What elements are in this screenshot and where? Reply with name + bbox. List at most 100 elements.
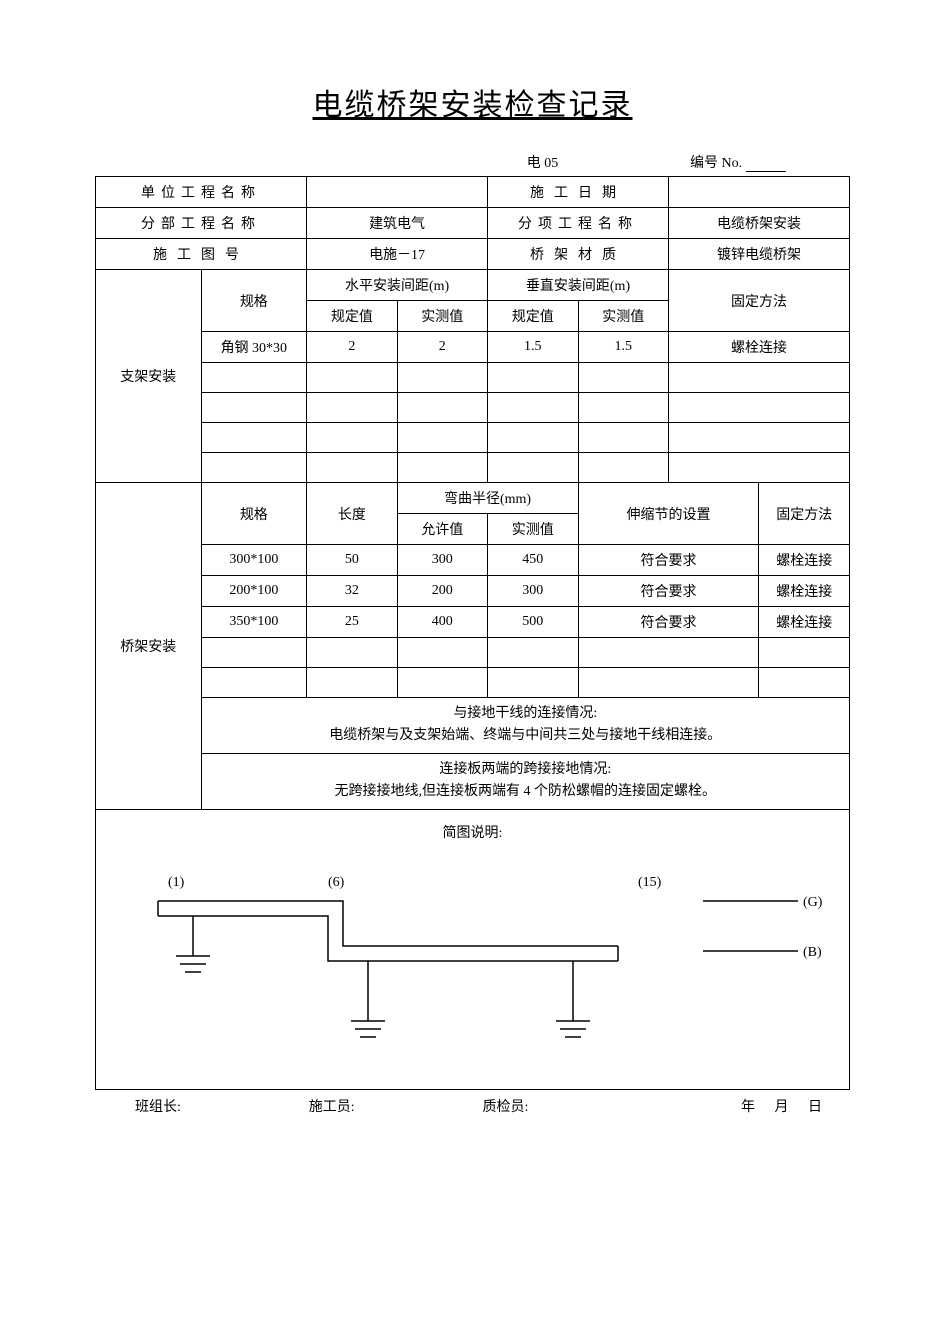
table-cell: 25 xyxy=(307,607,397,638)
bridge-spec-label: 规格 xyxy=(201,483,307,545)
table-cell xyxy=(488,423,578,453)
table-cell: 300*100 xyxy=(201,545,307,576)
table-cell: 角钢 30*30 xyxy=(201,332,307,363)
table-cell xyxy=(307,363,397,393)
bend-radius-label: 弯曲半径(mm) xyxy=(397,483,578,514)
table-cell xyxy=(397,363,487,393)
v-meas-label: 实测值 xyxy=(578,301,668,332)
date-label: 年 月 日 xyxy=(656,1096,850,1116)
table-cell: 400 xyxy=(397,607,487,638)
table-cell xyxy=(307,668,397,698)
diagram-node-1: (1) xyxy=(168,875,185,890)
table-cell xyxy=(307,393,397,423)
table-cell xyxy=(668,423,849,453)
table-cell xyxy=(201,363,307,393)
diagram-node-15: (15) xyxy=(638,875,662,890)
table-cell xyxy=(488,668,578,698)
table-cell xyxy=(307,638,397,668)
bridge-fix-method-label: 固定方法 xyxy=(759,483,850,545)
bridge-length-label: 长度 xyxy=(307,483,397,545)
table-cell xyxy=(488,393,578,423)
constructor-label: 施工员: xyxy=(309,1096,483,1116)
table-cell: 350*100 xyxy=(201,607,307,638)
allow-label: 允许值 xyxy=(397,514,487,545)
inspector-label: 质检员: xyxy=(483,1096,657,1116)
header-line: 电 05 编号 No. xyxy=(95,152,850,172)
table-cell: 300 xyxy=(488,576,578,607)
ground-note: 与接地干线的连接情况: 电缆桥架与及支架始端、终端与中间共三处与接地干线相连接。 xyxy=(201,698,849,754)
unit-project-value xyxy=(307,177,488,208)
v-spec-label: 规定值 xyxy=(488,301,578,332)
table-cell xyxy=(668,453,849,483)
table-cell: 32 xyxy=(307,576,397,607)
bridge-note-body: 无跨接接地线,但连接板两端有 4 个防松螺帽的连接固定螺栓。 xyxy=(335,784,717,799)
table-cell xyxy=(759,638,850,668)
table-cell xyxy=(201,423,307,453)
h-spacing-label: 水平安装间距(m) xyxy=(307,270,488,301)
material-value: 镀锌电缆桥架 xyxy=(668,239,849,270)
table-cell: 螺栓连接 xyxy=(759,545,850,576)
expansion-label: 伸缩节的设置 xyxy=(578,483,759,545)
table-cell xyxy=(578,393,668,423)
table-cell xyxy=(201,668,307,698)
table-cell xyxy=(397,668,487,698)
table-cell: 500 xyxy=(488,607,578,638)
sub-project-label: 分部工程名称 xyxy=(96,208,307,239)
doc-code: 电 05 xyxy=(95,152,690,172)
diagram-node-B: (B) xyxy=(803,945,822,960)
material-label: 桥架材质 xyxy=(488,239,669,270)
diagram-node-6: (6) xyxy=(328,875,345,890)
table-cell xyxy=(201,638,307,668)
table-cell xyxy=(488,363,578,393)
diagram-label: 简图说明: xyxy=(443,826,503,841)
table-cell xyxy=(307,453,397,483)
v-spacing-label: 垂直安装间距(m) xyxy=(488,270,669,301)
support-fix-method-label: 固定方法 xyxy=(668,270,849,332)
table-cell xyxy=(488,453,578,483)
table-cell xyxy=(578,423,668,453)
table-cell: 2 xyxy=(397,332,487,363)
table-cell xyxy=(397,423,487,453)
table-cell xyxy=(578,453,668,483)
table-cell xyxy=(668,363,849,393)
item-project-value: 电缆桥架安装 xyxy=(668,208,849,239)
table-cell: 50 xyxy=(307,545,397,576)
table-cell xyxy=(488,638,578,668)
table-cell: 螺栓连接 xyxy=(759,576,850,607)
footer-row: 班组长: 施工员: 质检员: 年 月 日 xyxy=(95,1096,850,1116)
drawing-no-value: 电施－17 xyxy=(307,239,488,270)
bridge-section-label: 桥架安装 xyxy=(96,483,202,810)
h-spec-label: 规定值 xyxy=(307,301,397,332)
no-blank xyxy=(746,158,786,172)
diagram-node-G: (G) xyxy=(803,895,823,910)
table-cell xyxy=(397,393,487,423)
table-cell xyxy=(668,393,849,423)
ground-note-title: 与接地干线的连接情况: xyxy=(453,706,597,721)
table-cell: 450 xyxy=(488,545,578,576)
table-cell xyxy=(397,453,487,483)
table-cell: 1.5 xyxy=(578,332,668,363)
team-leader-label: 班组长: xyxy=(95,1096,309,1116)
table-cell xyxy=(759,668,850,698)
unit-project-label: 单位工程名称 xyxy=(96,177,307,208)
table-cell: 200 xyxy=(397,576,487,607)
table-cell xyxy=(307,423,397,453)
table-cell: 200*100 xyxy=(201,576,307,607)
table-cell: 符合要求 xyxy=(578,545,759,576)
table-cell: 2 xyxy=(307,332,397,363)
no-label: 编号 No. xyxy=(690,156,742,171)
record-table: 单位工程名称 施工日期 分部工程名称 建筑电气 分项工程名称 电缆桥架安装 施工… xyxy=(95,176,850,1090)
table-cell: 300 xyxy=(397,545,487,576)
page-title: 电缆桥架安装检查记录 xyxy=(95,80,850,124)
table-cell: 1.5 xyxy=(488,332,578,363)
table-cell: 螺栓连接 xyxy=(668,332,849,363)
table-cell xyxy=(397,638,487,668)
h-meas-label: 实测值 xyxy=(397,301,487,332)
bridge-note-title: 连接板两端的跨接接地情况: xyxy=(439,762,611,777)
table-cell xyxy=(578,363,668,393)
item-project-label: 分项工程名称 xyxy=(488,208,669,239)
table-cell xyxy=(201,393,307,423)
construction-date-value xyxy=(668,177,849,208)
meas-label: 实测值 xyxy=(488,514,578,545)
support-spec-label: 规格 xyxy=(201,270,307,332)
